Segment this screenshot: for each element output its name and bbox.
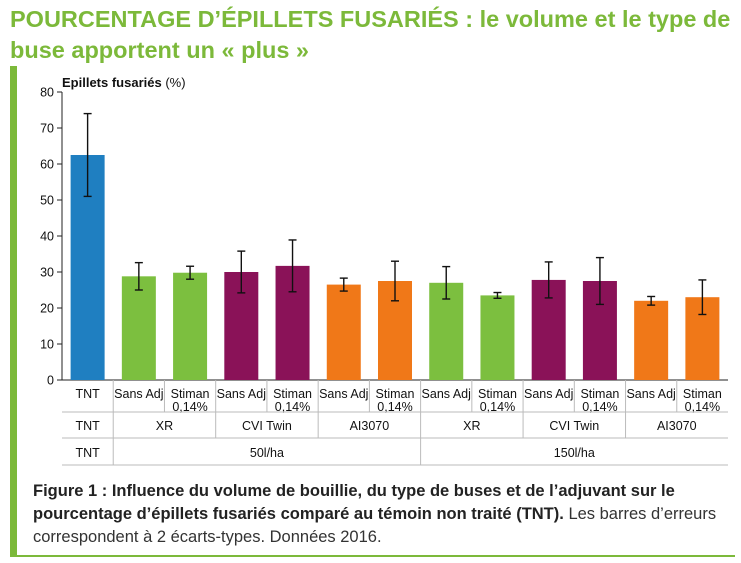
x-category-sublabel: 0,14% [582,400,617,414]
accent-frame-left [10,66,17,557]
bar [480,295,515,380]
x-category-label: Sans Adj [114,387,163,401]
x-category-sublabel: 0,14% [275,400,310,414]
x-category-label: Stiman [171,387,210,401]
bar [121,276,156,380]
y-tick-label: 70 [40,122,54,136]
x-category-label: Sans Adj [422,387,471,401]
caption-normal: Les barres d’erreurs correspondent à 2 é… [33,505,717,546]
y-tick-label: 80 [40,86,54,100]
x-volume-group-label: 150l/ha [554,446,595,460]
y-tick-label: 30 [40,266,54,280]
y-tick-label: 40 [40,230,54,244]
bar [326,284,361,380]
y-tick-label: 10 [40,338,54,352]
y-tick-label: 60 [40,158,54,172]
figure-caption: Figure 1 : Influence du volume de bouill… [33,480,733,549]
x-category-sublabel: 0,14% [685,400,720,414]
y-axis-label-main: Epillets fusariés [62,75,162,90]
x-category-label: Stiman [273,387,312,401]
x-volume-group-label: TNT [75,446,100,460]
x-category-sublabel: 0,14% [377,400,412,414]
y-tick-label: 20 [40,302,54,316]
x-category-label: Stiman [376,387,415,401]
x-nozzle-group-label: AI3070 [350,419,390,433]
x-category-label: Stiman [580,387,619,401]
x-category-label: TNT [75,387,100,401]
x-nozzle-group-label: XR [463,419,480,433]
x-nozzle-group-label: CVI Twin [242,419,292,433]
x-category-label: Sans Adj [319,387,368,401]
y-tick-label: 50 [40,194,54,208]
x-category-label: Stiman [478,387,517,401]
x-category-sublabel: 0,14% [480,400,515,414]
y-axis-label-unit: (%) [165,75,185,90]
bar [173,272,208,380]
y-axis-label: Epillets fusariés (%) [62,75,186,90]
x-nozzle-group-label: CVI Twin [549,419,599,433]
bar-chart: Epillets fusariés (%) 01020304050607080 … [40,75,728,466]
caption-bold: Figure 1 : Influence du volume de bouill… [33,482,675,523]
x-nozzle-group-label: AI3070 [657,419,697,433]
accent-frame-bottom [10,555,735,557]
x-category-sublabel: 0,14% [172,400,207,414]
bar [634,300,669,380]
chart-title: POURCENTAGE D’ÉPILLETS FUSARIÉS : le vol… [10,6,731,63]
x-category-label: Sans Adj [524,387,573,401]
y-tick-label: 0 [47,374,54,388]
x-category-label: Sans Adj [626,387,675,401]
x-category-label: Sans Adj [217,387,266,401]
x-category-label: Stiman [683,387,722,401]
x-nozzle-group-label: XR [156,419,173,433]
x-volume-group-label: 50l/ha [250,446,284,460]
x-nozzle-group-label: TNT [75,419,100,433]
